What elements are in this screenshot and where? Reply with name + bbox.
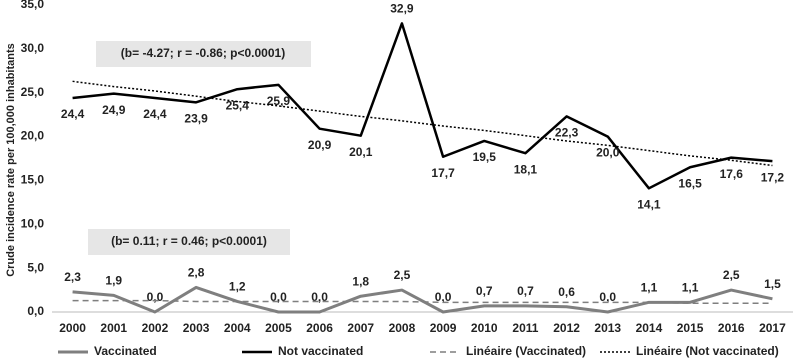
value-label: 0,7: [476, 284, 493, 298]
value-label: 23,9: [184, 112, 208, 126]
x-tick-label: 2013: [594, 321, 621, 335]
series-line: [72, 80, 773, 167]
value-label: 20,1: [349, 145, 373, 159]
x-tick-label: 2010: [471, 321, 498, 335]
value-label: 14,1: [637, 197, 661, 211]
x-tick-label: 2002: [142, 321, 169, 335]
y-tick-label: 15,0: [21, 173, 45, 187]
value-label: 0,0: [435, 290, 452, 304]
value-label: 0,7: [517, 284, 534, 298]
x-tick-label: 2012: [553, 321, 580, 335]
value-label: 32,9: [390, 2, 414, 16]
y-tick-label: 0,0: [27, 304, 44, 318]
value-label: 1,2: [229, 280, 246, 294]
value-label: 24,4: [61, 107, 85, 121]
value-label: 2,5: [394, 268, 411, 282]
value-label: 2,8: [188, 266, 205, 280]
x-tick-label: 2007: [347, 321, 374, 335]
value-label: 0,0: [270, 290, 287, 304]
value-label: 22,3: [555, 126, 579, 140]
y-axis-label: Crude incidence rate per 100,000 inhabit…: [5, 43, 17, 277]
series-line: [72, 299, 773, 304]
x-tick-label: 2015: [677, 321, 704, 335]
value-label: 2,5: [723, 268, 740, 282]
y-tick-label: 25,0: [21, 85, 45, 99]
x-tick-label: 2017: [759, 321, 786, 335]
x-tick-label: 2004: [224, 321, 251, 335]
annotation-box: [88, 229, 290, 255]
value-label: 1,8: [352, 274, 369, 288]
annotation: (b= 0.11; r = 0.46; p<0.0001): [111, 234, 267, 248]
value-label: 0,6: [558, 285, 575, 299]
x-tick-label: 2005: [265, 321, 292, 335]
value-label: 1,1: [682, 281, 699, 295]
value-label: 1,9: [105, 274, 122, 288]
x-tick-label: 2016: [718, 321, 745, 335]
legend-label: Not vaccinated: [278, 344, 363, 358]
value-label: 0,0: [599, 290, 616, 304]
value-label: 2,3: [64, 270, 81, 284]
value-label: 24,9: [102, 103, 126, 117]
value-label: 25,4: [226, 98, 250, 112]
x-tick-label: 2000: [59, 321, 86, 335]
x-tick-label: 2006: [306, 321, 333, 335]
x-tick-label: 2003: [183, 321, 210, 335]
value-label: 17,6: [720, 167, 744, 181]
y-tick-label: 5,0: [27, 260, 44, 274]
x-tick-label: 2011: [512, 321, 538, 335]
value-label: 24,4: [143, 107, 167, 121]
legend-label: Linéaire (Vaccinated): [466, 344, 586, 358]
x-tick-label: 2014: [636, 321, 663, 335]
value-label: 25,9: [267, 94, 291, 108]
value-label: 1,5: [764, 277, 781, 291]
x-tick-label: 2001: [100, 321, 127, 335]
y-tick-label: 35,0: [21, 0, 45, 11]
value-label: 0,0: [311, 290, 328, 304]
series-line: [72, 22, 773, 190]
series-line: [72, 285, 773, 314]
value-label: 17,7: [431, 166, 455, 180]
x-tick-label: 2008: [389, 321, 416, 335]
y-tick-label: 30,0: [21, 41, 45, 55]
value-label: 19,5: [473, 150, 497, 164]
value-label: 17,2: [761, 170, 785, 184]
value-label: 1,1: [641, 281, 658, 295]
value-label: 16,5: [678, 176, 702, 190]
y-tick-label: 10,0: [21, 216, 45, 230]
annotation-box: [96, 41, 311, 67]
value-label: 18,1: [514, 162, 538, 176]
value-label: 20,9: [308, 138, 332, 152]
value-label: 0,0: [147, 290, 164, 304]
legend-label: Vaccinated: [94, 344, 157, 358]
x-tick-label: 2009: [430, 321, 457, 335]
annotation: (b= -4.27; r = -0.86; p<0.0001): [121, 46, 285, 60]
value-label: 20,0: [596, 146, 620, 160]
y-tick-label: 20,0: [21, 129, 45, 143]
legend-label: Linéaire (Not vaccinated): [636, 344, 779, 358]
